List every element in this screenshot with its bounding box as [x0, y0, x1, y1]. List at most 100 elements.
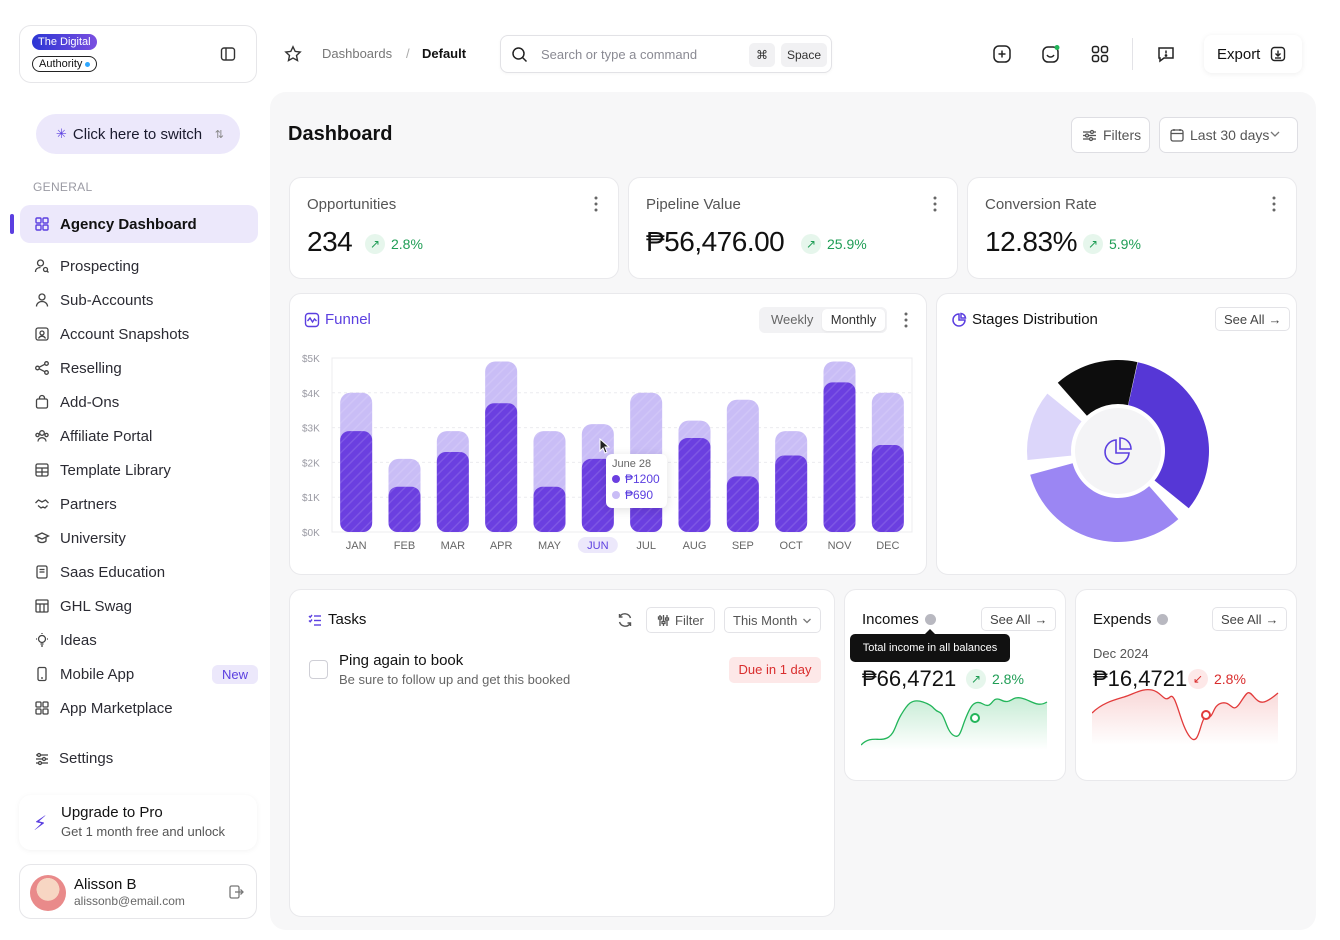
tasks-filter-button[interactable]: Filter: [646, 607, 715, 633]
chart-tooltip: June 28 ₱1200 ₱690: [606, 454, 667, 508]
sidebar-item-add-ons[interactable]: Add-Ons: [20, 385, 258, 419]
kebab-menu-icon[interactable]: [904, 312, 908, 328]
kpi-card-opportunities: Opportunities 234 ↗ 2.8%: [289, 177, 619, 279]
sidebar-item-ghl-swag[interactable]: GHL Swag: [20, 589, 258, 623]
toggle-weekly[interactable]: Weekly: [771, 312, 814, 327]
donut-center: [1075, 408, 1161, 494]
see-all-label: See All: [990, 611, 1031, 627]
expends-line: [1092, 688, 1279, 741]
see-all-button[interactable]: See All →: [981, 607, 1057, 631]
topbar: Dashboards / Default Search or type a co…: [272, 0, 1340, 90]
sidebar-item-settings[interactable]: Settings: [34, 750, 113, 767]
arrow-up-right-icon: ↗: [1083, 234, 1103, 254]
arrow-up-right-icon: ↗: [966, 669, 986, 689]
bar-value-texture: [823, 382, 856, 532]
kebab-menu-icon[interactable]: [1272, 196, 1276, 212]
bar-value-texture: [581, 458, 614, 532]
page-title: Dashboard: [288, 123, 393, 145]
star-icon[interactable]: [284, 45, 302, 63]
incomes-delta-value: 2.8%: [992, 671, 1024, 687]
stages-donut-chart: [1027, 360, 1209, 542]
help-chat-icon[interactable]: [1156, 44, 1176, 64]
y-tick-label: $4K: [302, 389, 320, 400]
sidebar-item-sub-accounts[interactable]: Sub-Accounts: [20, 283, 258, 317]
stages-title: Stages Distribution: [951, 311, 1098, 328]
store-icon: [35, 599, 49, 613]
kpi-delta-value: 2.8%: [391, 236, 423, 252]
export-button[interactable]: Export: [1204, 35, 1302, 73]
plus-square-icon[interactable]: [992, 44, 1012, 64]
bar-value-texture: [775, 455, 808, 532]
tasks-card: Tasks Filter This Month Ping again to bo…: [289, 589, 835, 917]
see-all-button[interactable]: See All →: [1212, 607, 1288, 631]
tooltip-row-2: ₱690: [612, 488, 661, 502]
breadcrumb-dashboards[interactable]: Dashboards: [322, 46, 393, 61]
legend-dot: [612, 491, 620, 499]
refresh-icon[interactable]: [617, 612, 633, 628]
sliders-icon: [36, 752, 48, 765]
incomes-title-text: Incomes: [862, 611, 919, 628]
expends-card: Expends See All → Dec 2024 ₱16,4721 ↙ 2.8%: [1075, 589, 1297, 781]
bar-value-texture: [871, 445, 904, 532]
filters-button[interactable]: Filters: [1071, 117, 1150, 153]
sidebar-item-saas-education[interactable]: Saas Education: [20, 555, 258, 589]
toggle-monthly[interactable]: Monthly: [822, 309, 885, 331]
sidebar-item-university[interactable]: University: [20, 521, 258, 555]
info-icon[interactable]: [924, 614, 936, 625]
donut-segment: [1030, 463, 1179, 542]
kpi-delta: ↗ 2.8%: [365, 234, 423, 254]
sidebar-toggle-icon[interactable]: [220, 46, 236, 62]
users-icon: [35, 430, 49, 442]
date-range-select[interactable]: Last 30 days: [1159, 117, 1298, 153]
arrow-right-icon: →: [1268, 311, 1282, 327]
kebab-menu-icon[interactable]: [594, 196, 598, 212]
funnel-card: Funnel Weekly Monthly $0K $1K $2K $3K $4K $5K…: [289, 293, 927, 575]
workspace-switch-button[interactable]: ✳ Click here to switch ⇅: [36, 114, 240, 154]
search-placeholder: Search or type a command: [541, 47, 698, 62]
search-input[interactable]: Search or type a command ⌘ Space: [500, 35, 832, 73]
info-icon[interactable]: [1157, 614, 1169, 625]
task-checkbox[interactable]: [309, 660, 328, 679]
sidebar-item-affiliate-portal[interactable]: Affiliate Portal: [20, 419, 258, 453]
upgrade-card[interactable]: ⚡ Upgrade to Pro Get 1 month free and un…: [19, 795, 257, 850]
brand-logo-line2-text: Authority: [39, 58, 83, 70]
apps-grid-icon[interactable]: [1090, 44, 1110, 64]
notification-icon[interactable]: [1041, 44, 1061, 64]
apps-icon: [35, 701, 49, 715]
sidebar-item-template-library[interactable]: Template Library: [20, 453, 258, 487]
kpi-delta: ↗ 25.9%: [801, 234, 867, 254]
sidebar-item-label: Sub-Accounts: [60, 291, 154, 309]
donut-segment: [1057, 360, 1138, 416]
kebab-menu-icon[interactable]: [933, 196, 937, 212]
sidebar-item-ideas[interactable]: Ideas: [20, 623, 258, 657]
chevron-updown-icon: ⇅: [214, 128, 224, 141]
see-all-button[interactable]: See All →: [1215, 307, 1291, 331]
incomes-delta: ↗ 2.8%: [966, 669, 1024, 689]
sidebar-item-app-marketplace[interactable]: App Marketplace: [20, 691, 258, 725]
kpi-value: 12.83%: [985, 226, 1077, 257]
sidebar-item-label: Agency Dashboard: [60, 215, 197, 233]
see-all-label: See All: [1224, 311, 1265, 327]
kpi-value: ₱56,476.00: [646, 226, 785, 257]
logout-icon[interactable]: [228, 884, 244, 900]
sidebar-item-agency-dashboard[interactable]: Agency Dashboard: [20, 205, 258, 243]
sidebar-item-partners[interactable]: Partners: [20, 487, 258, 521]
sidebar-item-reselling[interactable]: Reselling: [20, 351, 258, 385]
brand-card[interactable]: The Digital Authority: [19, 25, 257, 83]
sidebar-item-account-snapshots[interactable]: Account Snapshots: [20, 317, 258, 351]
x-tick-label: OCT: [780, 540, 804, 552]
tasks-period-select[interactable]: This Month: [724, 607, 821, 633]
y-tick-label: $3K: [302, 424, 320, 435]
kpi-card-pipeline-value: Pipeline Value ₱56,476.00 ↗ 25.9%: [628, 177, 958, 279]
sidebar-item-prospecting[interactable]: Prospecting: [20, 249, 258, 283]
x-tick-label: JUL: [636, 540, 656, 552]
sidebar-item-label: Reselling: [60, 359, 122, 377]
sidebar-item-mobile-app[interactable]: Mobile App New: [20, 657, 258, 691]
x-tick-label: SEP: [732, 540, 754, 552]
incomes-marker: [970, 713, 980, 723]
user-card[interactable]: Alisson B alissonb@email.com: [19, 864, 257, 919]
bar-value-texture: [726, 476, 759, 532]
id-card-icon: [35, 327, 49, 341]
kpi-value: 234: [307, 226, 353, 257]
user-name: Alisson B: [74, 876, 137, 893]
